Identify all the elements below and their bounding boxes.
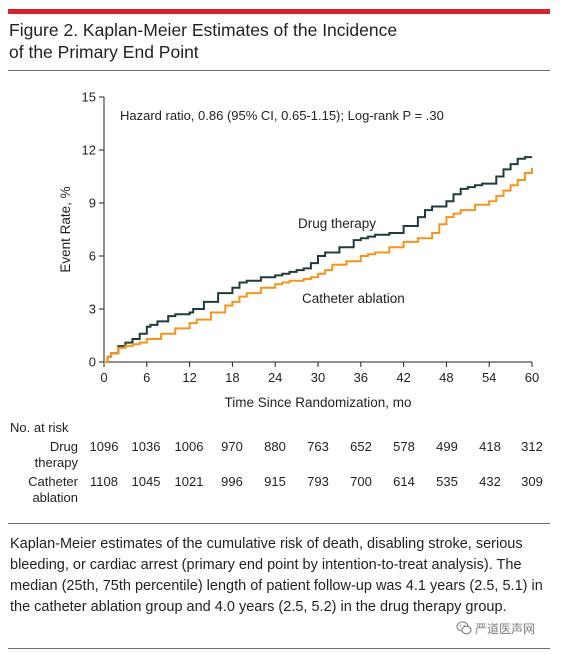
x-axis-label: Time Since Randomization, mo <box>224 395 411 410</box>
watermark-text: 严道医声网 <box>475 622 536 636</box>
x-tick-label: 36 <box>354 370 368 385</box>
x-tick-label: 0 <box>100 370 107 385</box>
hazard-ratio-annotation: Hazard ratio, 0.86 (95% CI, 0.65-1.15); … <box>120 108 444 123</box>
figure-title-line-2: of the Primary End Point <box>9 42 199 62</box>
y-tick-label: 6 <box>89 249 96 264</box>
series-label-drug-therapy: Drug therapy <box>298 216 376 231</box>
y-tick-label: 0 <box>89 355 96 370</box>
series-label-catheter-ablation: Catheter ablation <box>302 291 405 306</box>
figure-title: Figure 2. Kaplan-Meier Estimates of the … <box>9 19 549 63</box>
title-divider <box>8 70 550 71</box>
caption-divider <box>8 523 550 524</box>
y-tick-label: 12 <box>82 143 96 158</box>
bottom-divider <box>8 648 550 649</box>
figure-title-line-1: Figure 2. Kaplan-Meier Estimates of the … <box>9 20 398 40</box>
x-tick-label: 6 <box>143 370 150 385</box>
watermark: 严道医声网 <box>456 620 535 637</box>
figure-caption: Kaplan-Meier estimates of the cumulative… <box>10 536 543 615</box>
x-tick-label: 18 <box>225 370 239 385</box>
title-accent-bar <box>8 9 550 14</box>
x-tick-label: 60 <box>525 370 539 385</box>
series-line-drug-therapy <box>104 156 532 363</box>
x-tick-label: 12 <box>182 370 196 385</box>
series-line-catheter-ablation <box>104 167 533 363</box>
x-tick-label: 42 <box>396 370 410 385</box>
y-axis-label: Event Rate, % <box>58 186 73 272</box>
x-tick-label: 24 <box>268 370 282 385</box>
x-tick-label: 54 <box>482 370 496 385</box>
y-tick-label: 9 <box>89 196 96 211</box>
wechat-icon <box>456 621 472 635</box>
x-tick-label: 30 <box>311 370 325 385</box>
y-tick-label: 3 <box>89 302 96 317</box>
x-tick-label: 48 <box>439 370 453 385</box>
y-tick-label: 15 <box>82 90 96 105</box>
